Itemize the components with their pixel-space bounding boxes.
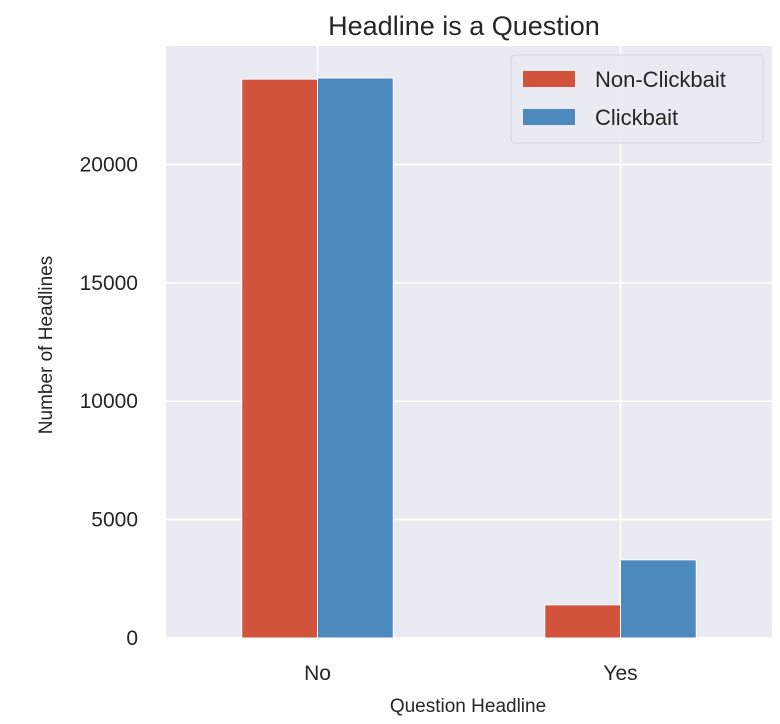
bar-non-clickbait [544, 604, 621, 639]
bar-clickbait [620, 559, 697, 639]
x-tick-label: No [304, 662, 331, 685]
x-axis-label: Question Headline [390, 696, 546, 717]
chart-title: Headline is a Question [328, 11, 600, 41]
y-tick-label: 5000 [91, 509, 138, 532]
x-axis-ticks: No Yes [304, 662, 638, 685]
legend-label: Non-Clickbait [595, 67, 726, 92]
bar-non-clickbait [241, 78, 318, 639]
legend-swatch [523, 71, 575, 87]
y-tick-label: 10000 [80, 390, 138, 413]
y-axis-label: Number of Headlines [36, 256, 57, 434]
bars [241, 77, 697, 639]
y-tick-label: 0 [126, 627, 138, 650]
y-tick-label: 20000 [80, 153, 138, 176]
legend-swatch [523, 109, 575, 125]
bar-clickbait [317, 77, 394, 639]
y-tick-label: 15000 [80, 272, 138, 295]
legend-label: Clickbait [595, 105, 678, 130]
y-axis-ticks: 0 5000 10000 15000 20000 [80, 153, 138, 650]
legend: Non-Clickbait Clickbait [510, 54, 764, 144]
x-tick-label: Yes [603, 662, 637, 685]
